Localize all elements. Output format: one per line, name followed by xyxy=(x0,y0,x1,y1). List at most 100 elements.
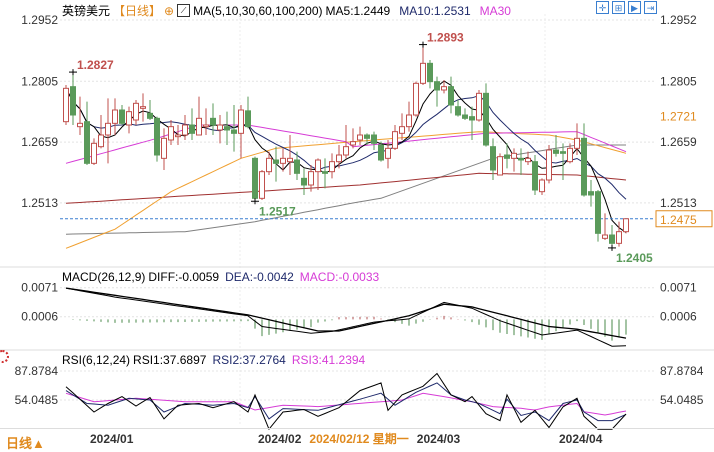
crosshair-icon[interactable]: ✛ xyxy=(596,1,609,14)
macd-header: MACD(26,12,9) DIFF:-0.0059 DEA:-0.0042 M… xyxy=(62,270,379,284)
candle xyxy=(525,151,531,165)
candle-body xyxy=(252,157,258,199)
candle xyxy=(441,80,447,94)
candle xyxy=(322,158,328,189)
candle xyxy=(266,151,272,175)
candle-body xyxy=(364,134,370,139)
candle xyxy=(434,76,440,107)
candle-body xyxy=(154,117,160,156)
candle-body xyxy=(168,126,174,141)
candle-body xyxy=(602,234,608,239)
candle-type-icon[interactable]: ⊞ xyxy=(612,1,625,14)
x-axis-label: 2024/02 xyxy=(258,432,302,446)
candle xyxy=(329,153,335,179)
candle xyxy=(504,143,510,169)
candle-body xyxy=(301,177,307,186)
candle-body xyxy=(448,86,454,106)
candle xyxy=(154,116,160,162)
candle xyxy=(182,115,188,140)
y-axis-label-left: 1.2513 xyxy=(21,196,58,210)
rsi-axis-label-left: 87.8784 xyxy=(15,364,59,378)
candle-body xyxy=(294,159,300,174)
x-axis-label: 2024/01 xyxy=(90,432,134,446)
candle xyxy=(462,108,468,120)
candle-body xyxy=(623,218,629,233)
candle xyxy=(343,125,349,159)
extreme-price-label: 1.2517 xyxy=(259,204,296,218)
rsi-spec: RSI(6,12,24) xyxy=(62,353,131,367)
y-axis-label-right: 1.2805 xyxy=(660,74,697,88)
candle xyxy=(518,148,524,175)
candle xyxy=(245,96,251,129)
candle xyxy=(273,146,279,182)
candle xyxy=(147,100,153,120)
candle-body xyxy=(511,152,517,159)
candle xyxy=(112,98,118,135)
candle-body xyxy=(245,110,251,128)
ma200-line xyxy=(65,144,626,235)
candle-body xyxy=(259,171,265,199)
y-axis-label-right: 1.2952 xyxy=(660,13,697,27)
candle-body xyxy=(91,142,97,164)
candle-body xyxy=(161,137,167,159)
candle xyxy=(308,165,314,192)
candle-body xyxy=(518,157,524,161)
candle-body xyxy=(105,122,111,136)
candle-body xyxy=(238,109,244,134)
candle-body xyxy=(567,147,573,163)
candle-body xyxy=(133,102,139,121)
candle-body xyxy=(455,106,461,116)
current-price-label: 1.2475 xyxy=(660,213,697,227)
export-icon[interactable]: ⇥ xyxy=(644,1,657,14)
candle xyxy=(602,213,608,240)
add-circle-icon[interactable]: ⊕ xyxy=(164,3,175,18)
candle-body xyxy=(427,62,433,83)
candle-body xyxy=(217,124,223,131)
candle-body xyxy=(336,154,342,163)
candle-body xyxy=(224,126,230,131)
candle-body xyxy=(112,109,118,124)
candle-body xyxy=(315,159,321,173)
candle-body xyxy=(231,129,237,134)
candle-body xyxy=(77,122,83,128)
macd-value: MACD:-0.0033 xyxy=(299,270,380,284)
candle-body xyxy=(140,106,146,109)
candle xyxy=(385,140,391,169)
candle-body xyxy=(406,114,412,128)
candle xyxy=(203,108,209,135)
rsi2-value: RSI2:37.2764 xyxy=(212,353,286,367)
extreme-price-label: 1.2405 xyxy=(616,251,653,265)
candle xyxy=(581,123,587,197)
candle-body xyxy=(119,109,125,124)
period-button[interactable]: 日线▲ xyxy=(6,436,45,451)
period-label[interactable]: 【日线】 xyxy=(113,4,162,18)
rsi3-value: RSI3:41.2394 xyxy=(291,353,366,367)
candle-body xyxy=(266,157,272,173)
candle-body xyxy=(357,134,363,141)
candle xyxy=(98,115,104,149)
candle-body xyxy=(308,171,314,186)
candle-body xyxy=(504,154,510,159)
candle-body xyxy=(497,156,503,176)
candle xyxy=(119,105,125,125)
candle xyxy=(497,153,503,176)
candle-body xyxy=(553,149,559,154)
cursor-date-label: 2024/02/12 星期一 xyxy=(309,431,408,446)
candle xyxy=(231,105,237,152)
candle xyxy=(371,131,377,150)
candle-body xyxy=(441,86,447,91)
play-icon[interactable]: ▶ xyxy=(628,1,641,14)
candle xyxy=(238,105,244,159)
candle xyxy=(350,128,356,149)
rsi-header: RSI(6,12,24) RSI1:37.6897 RSI2:37.2764 R… xyxy=(62,353,365,367)
candle xyxy=(574,123,580,155)
candle xyxy=(364,133,370,145)
candle-body xyxy=(371,134,377,144)
candle-body xyxy=(490,146,496,171)
candle xyxy=(280,148,286,172)
settings-icon[interactable] xyxy=(0,350,9,363)
indicator-chart-icon[interactable]: ⟋ xyxy=(177,4,191,17)
candle xyxy=(301,168,307,195)
candle-body xyxy=(378,144,384,161)
